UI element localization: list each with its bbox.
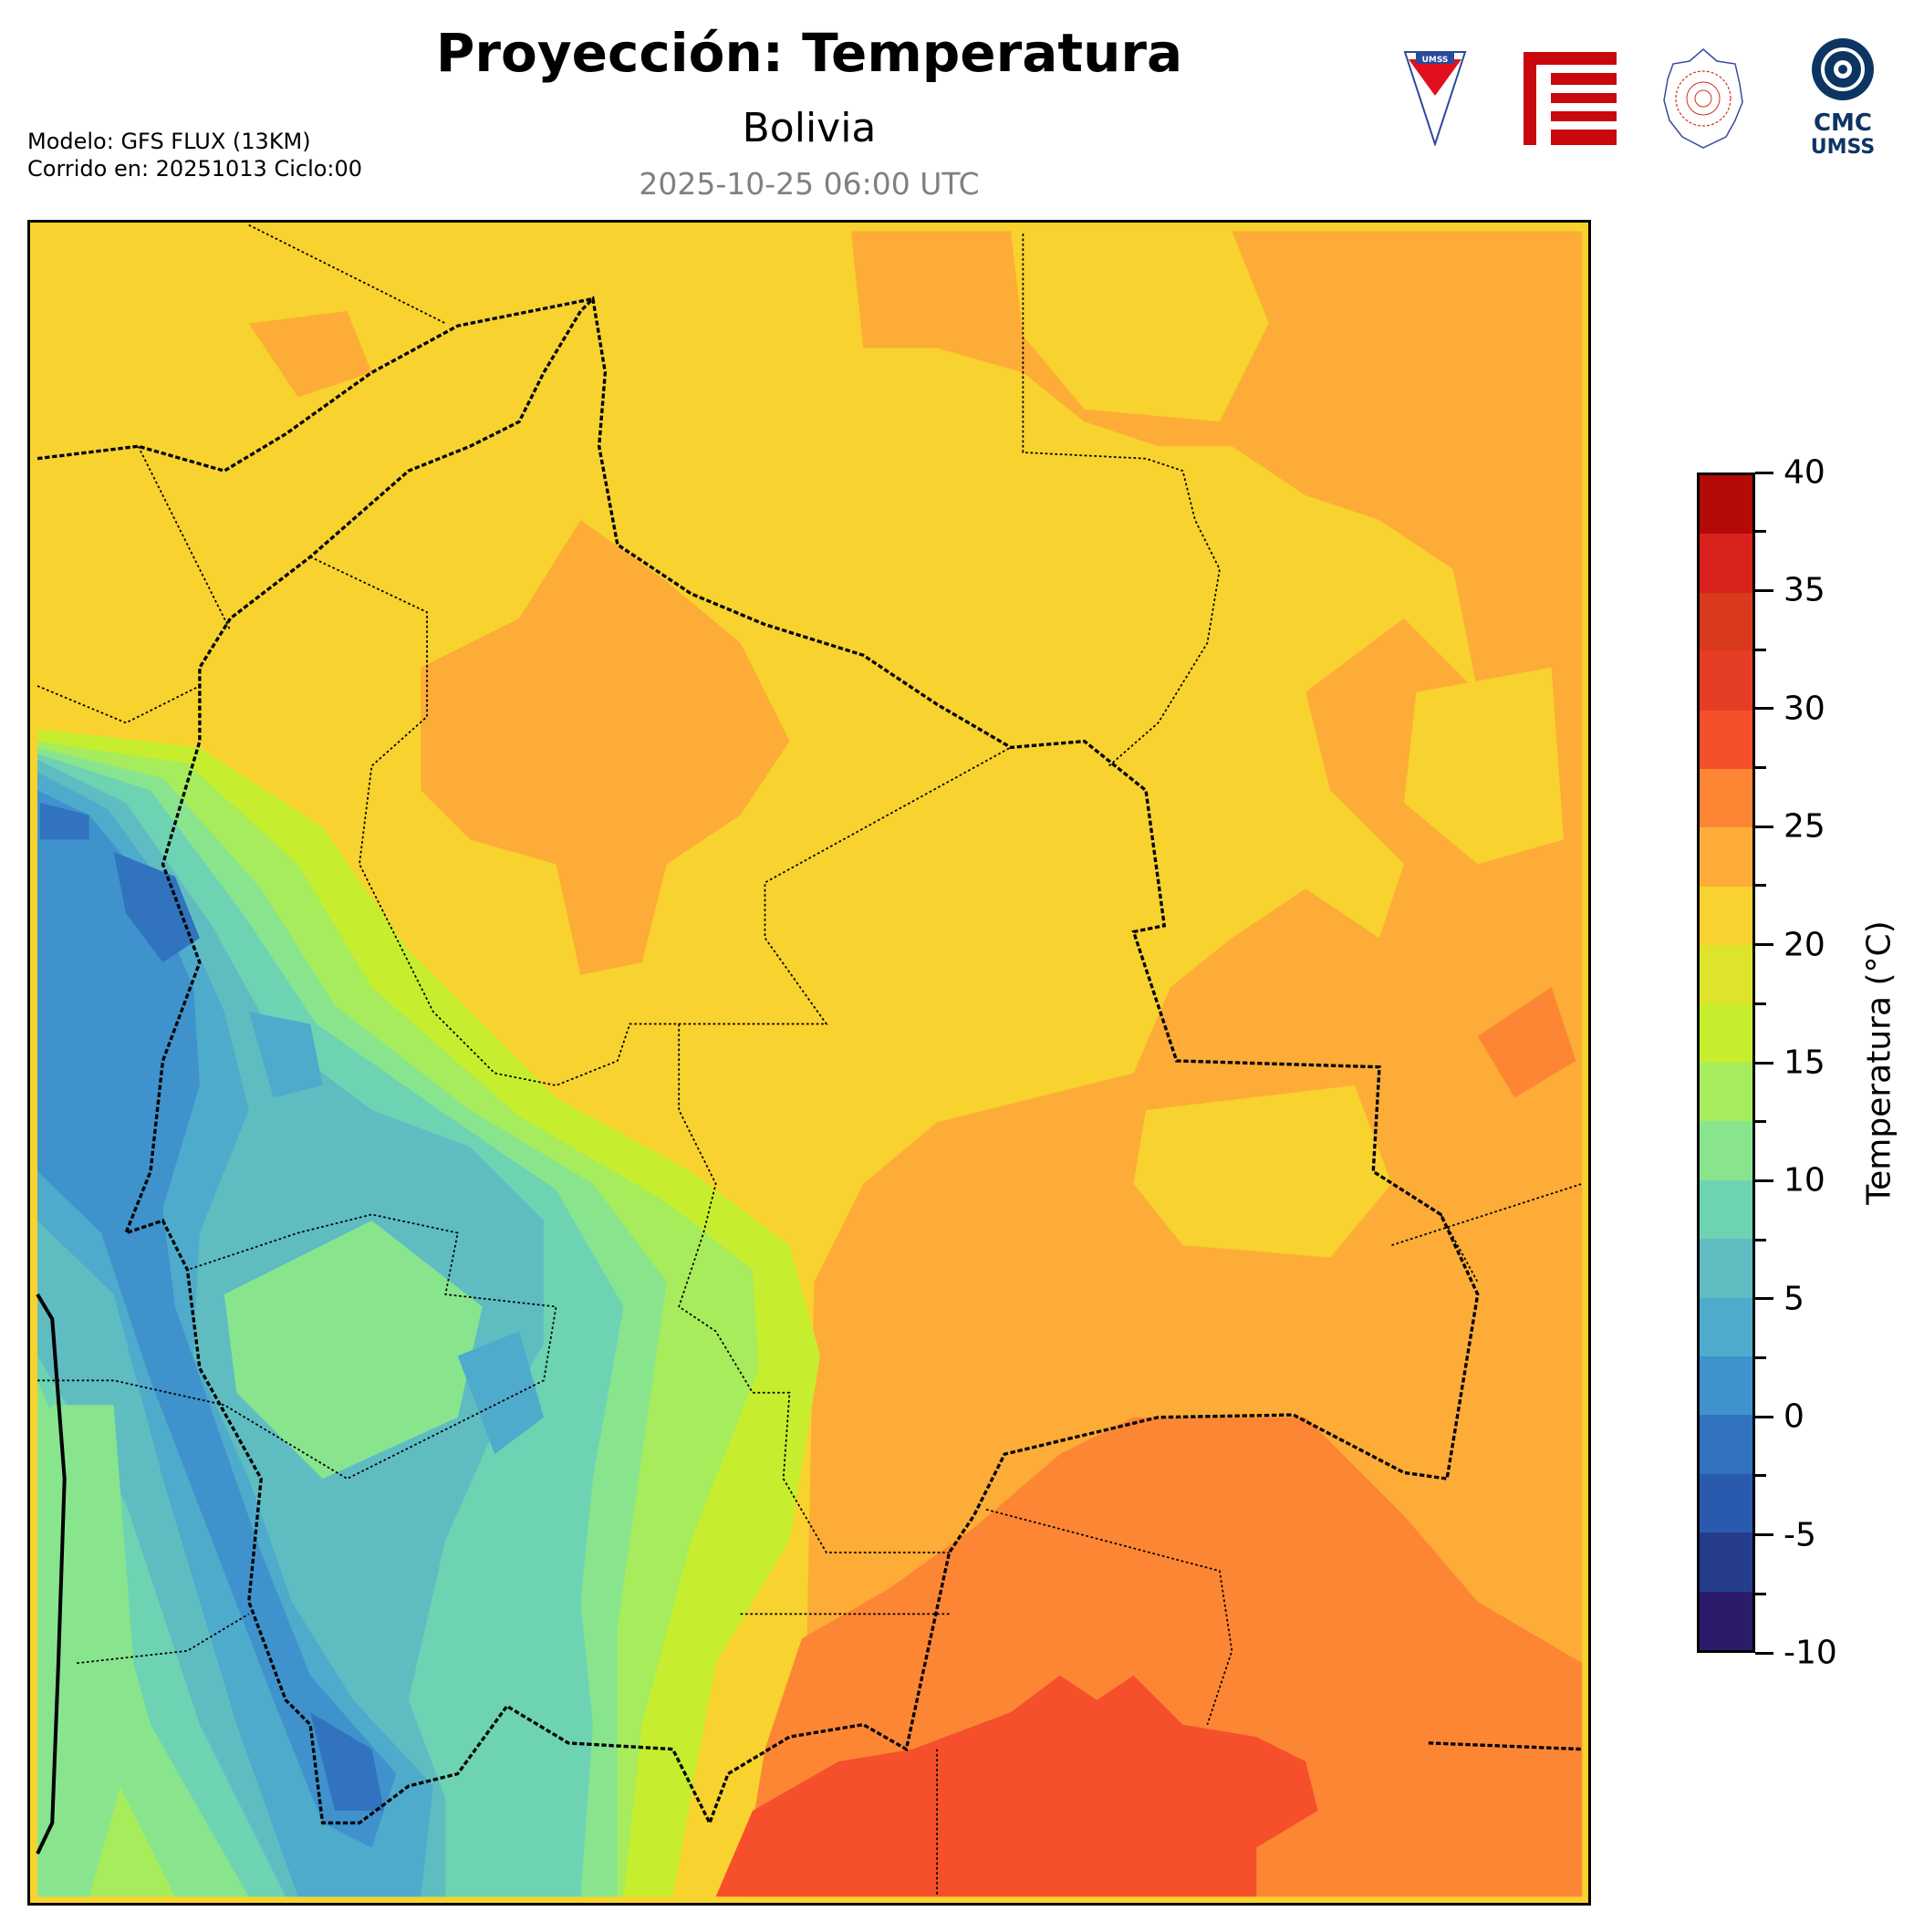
- region-subtitle: Bolivia: [742, 105, 877, 151]
- field-10-12-interior: [37, 1220, 483, 1897]
- colorbar-segment: [1700, 886, 1752, 946]
- colorbar-tick-mark: [1755, 471, 1773, 474]
- peru-brazil-border: [36, 296, 594, 473]
- field-0-2: [37, 790, 397, 1848]
- colorbar-tick-label: 20: [1784, 926, 1825, 964]
- colorbar-tick-mark: [1755, 1238, 1766, 1241]
- colorbar-segment: [1700, 1356, 1752, 1416]
- colorbar-tick-mark: [1755, 1592, 1766, 1595]
- colorbar-tick-mark: [1755, 1651, 1773, 1655]
- fcyt-logo: [1524, 52, 1617, 145]
- cmc-umss-logo: CMC UMSS: [1811, 38, 1875, 159]
- colorbar-tick-mark: [1755, 530, 1766, 534]
- paraguay-argentina-border: [1428, 1741, 1583, 1751]
- model-line: Modelo: GFS FLUX (13KM): [27, 129, 311, 154]
- colorbar-segment: [1700, 1179, 1752, 1240]
- field-20-22-patch: [1010, 231, 1565, 1258]
- svg-text:UMSS: UMSS: [1422, 56, 1449, 65]
- colorbar-label: Temperatura (°C): [1860, 920, 1898, 1205]
- colorbar: [1697, 473, 1755, 1653]
- colorbar-tick-label: 15: [1784, 1044, 1825, 1082]
- field-22-25: [801, 231, 1583, 1897]
- colorbar-tick-label: 25: [1784, 807, 1825, 846]
- model-info: Modelo: GFS FLUX (13KM) Corrido en: 2025…: [27, 128, 362, 182]
- colorbar-tick-label: 30: [1784, 690, 1825, 728]
- colorbar-tick-mark: [1755, 1179, 1773, 1182]
- valid-time: 2025-10-25 06:00 UTC: [639, 166, 980, 202]
- colorbar-tick-label: 35: [1784, 571, 1825, 609]
- colorbar-segment: [1700, 710, 1752, 769]
- colorbar-tick-mark: [1755, 766, 1766, 769]
- colorbar-tick-mark: [1755, 825, 1773, 828]
- colorbar-tick-label: -10: [1784, 1634, 1837, 1672]
- colorbar-segment: [1700, 945, 1752, 1004]
- colorbar-segment: [1700, 1062, 1752, 1122]
- physics-department-logo: [1663, 48, 1743, 149]
- colorbar-segment: [1700, 534, 1752, 593]
- temperature-map[interactable]: [27, 220, 1591, 1906]
- colorbar-segment: [1700, 827, 1752, 887]
- umss-logo: UMSS: [1403, 51, 1467, 146]
- colorbar-tick-mark: [1755, 588, 1773, 592]
- colorbar-tick-mark: [1755, 943, 1773, 947]
- colorbar-tick-mark: [1755, 884, 1766, 888]
- colorbar-segment: [1700, 1415, 1752, 1474]
- colorbar-tick-mark: [1755, 1474, 1766, 1478]
- umss-text: UMSS: [1811, 136, 1875, 159]
- colorbar-tick-mark: [1755, 1415, 1773, 1418]
- colorbar-tick-mark: [1755, 1002, 1766, 1005]
- colorbar-segment: [1700, 592, 1752, 652]
- colorbar-segment: [1700, 651, 1752, 711]
- colorbar-segment: [1700, 1239, 1752, 1298]
- colorbar-tick-label: -5: [1784, 1516, 1816, 1554]
- map-canvas: [30, 223, 1588, 1903]
- colorbar-tick-label: 5: [1784, 1280, 1804, 1318]
- run-line: Corrido en: 20251013 Ciclo:00: [27, 156, 363, 182]
- cmc-text: CMC: [1814, 109, 1872, 137]
- colorbar-segment: [1700, 1297, 1752, 1356]
- field-27-30: [715, 1675, 1318, 1897]
- colorbar-tick-mark: [1755, 648, 1766, 651]
- map-title: Proyección: Temperatura: [435, 22, 1183, 84]
- coastline: [36, 1293, 67, 1854]
- colorbar-segment: [1700, 1003, 1752, 1063]
- bolivia-border: [123, 296, 1480, 1827]
- field-25-27: [740, 987, 1583, 1897]
- colorbar-tick-label: 10: [1784, 1161, 1825, 1200]
- colorbar-tick-mark: [1755, 707, 1773, 711]
- colorbar-tick-mark: [1755, 1120, 1766, 1124]
- colorbar-segment: [1700, 1473, 1752, 1533]
- field-22-25-west: [248, 311, 790, 975]
- colorbar-segment: [1700, 474, 1752, 535]
- colorbar-tick-label: 40: [1784, 453, 1825, 492]
- colorbar-segment: [1700, 1532, 1752, 1592]
- colorbar-tick-label: 0: [1784, 1397, 1804, 1436]
- colorbar-segment: [1700, 1591, 1752, 1650]
- colorbar-tick-mark: [1755, 1061, 1773, 1065]
- colorbar-tick-mark: [1755, 1533, 1773, 1537]
- colorbar-segment: [1700, 1121, 1752, 1180]
- colorbar-tick-mark: [1755, 1297, 1773, 1301]
- colorbar-tick-mark: [1755, 1356, 1766, 1359]
- colorbar-segment: [1700, 768, 1752, 828]
